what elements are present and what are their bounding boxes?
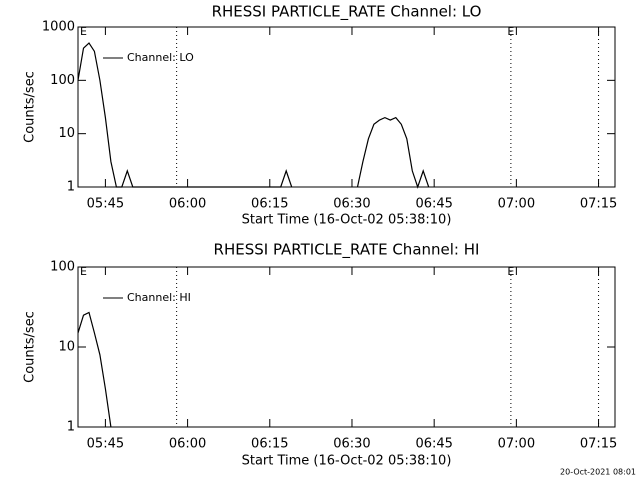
data-line bbox=[77, 42, 430, 189]
x-tick-label: 05:45 bbox=[87, 437, 124, 452]
x-tick-label: 07:15 bbox=[580, 437, 617, 452]
x-tick-label: 06:15 bbox=[251, 437, 288, 452]
x-tick-label: 06:30 bbox=[333, 197, 370, 212]
legend-label: Channel: LO bbox=[127, 51, 194, 64]
legend-label: Channel: HI bbox=[127, 291, 191, 304]
x-tick-label: 06:45 bbox=[415, 437, 452, 452]
x-tick-label: 05:45 bbox=[87, 197, 124, 212]
y-tick-label: 10 bbox=[58, 126, 75, 141]
chart-title: RHESSI PARTICLE_RATE Channel: HI bbox=[214, 241, 480, 260]
x-tick-label: 06:45 bbox=[415, 197, 452, 212]
y-axis-title: Counts/sec bbox=[23, 71, 38, 143]
flag-label: E bbox=[507, 265, 514, 278]
footer: 20-Oct-2021 08:01 bbox=[560, 468, 636, 477]
x-tick-label: 06:00 bbox=[169, 437, 206, 452]
chart-title: RHESSI PARTICLE_RATE Channel: LO bbox=[212, 3, 482, 22]
x-tick-label: 07:00 bbox=[498, 437, 535, 452]
y-tick-label: 1000 bbox=[42, 20, 75, 35]
y-tick-label: 100 bbox=[50, 73, 75, 88]
y-tick-label: 1 bbox=[67, 180, 75, 195]
x-axis-title: Start Time (16-Oct-02 05:38:10) bbox=[242, 454, 452, 469]
x-tick-label: 07:00 bbox=[498, 197, 535, 212]
x-axis-title: Start Time (16-Oct-02 05:38:10) bbox=[242, 213, 452, 228]
x-tick-label: 06:00 bbox=[169, 197, 206, 212]
x-tick-label: 06:30 bbox=[333, 437, 370, 452]
x-tick-label: 07:15 bbox=[580, 197, 617, 212]
y-tick-label: 10 bbox=[58, 340, 75, 355]
y-tick-label: 1 bbox=[67, 420, 75, 435]
plot-frame bbox=[77, 26, 616, 188]
y-tick-label: 100 bbox=[50, 260, 75, 275]
flag-label: E bbox=[507, 25, 514, 38]
flag-label: E bbox=[80, 25, 87, 38]
data-line bbox=[77, 311, 112, 428]
x-tick-label: 06:15 bbox=[251, 197, 288, 212]
flag-label: E bbox=[80, 265, 87, 278]
y-axis-title: Counts/sec bbox=[23, 311, 38, 383]
